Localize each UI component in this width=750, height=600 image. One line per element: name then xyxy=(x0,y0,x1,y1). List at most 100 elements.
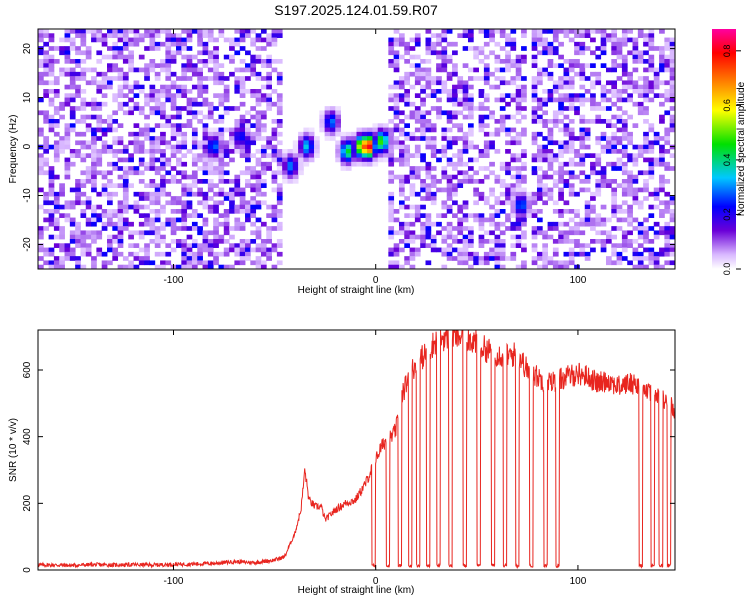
heatmap-cell xyxy=(181,187,188,193)
heatmap-cell xyxy=(611,187,618,193)
heatmap-cell xyxy=(494,251,501,257)
heatmap-cell xyxy=(117,37,124,43)
heatmap-cell xyxy=(80,183,87,188)
heatmap-cell xyxy=(170,200,177,206)
heatmap-cell xyxy=(669,243,675,248)
heatmap-cell xyxy=(176,170,182,176)
heatmap-cell xyxy=(515,170,522,176)
heatmap-cell xyxy=(446,140,453,146)
heatmap-cell xyxy=(96,89,103,94)
heatmap-cell xyxy=(669,217,675,223)
heatmap-cell xyxy=(186,247,193,253)
heatmap-cell xyxy=(69,239,76,244)
heatmap-cell xyxy=(531,37,538,43)
heatmap-cell xyxy=(282,157,288,163)
heatmap-cell xyxy=(282,179,288,184)
heatmap-cell xyxy=(457,251,464,257)
heatmap-cell xyxy=(202,84,209,90)
heatmap-cell xyxy=(605,234,612,240)
heatmap-cell xyxy=(181,106,188,111)
heatmap-cell xyxy=(621,71,628,77)
heatmap-cell xyxy=(144,33,150,38)
heatmap-cell xyxy=(425,140,432,146)
heatmap-cell xyxy=(160,251,166,257)
heatmap-cell xyxy=(430,50,437,56)
heatmap-y-tick-label: 10 xyxy=(22,92,33,104)
heatmap-cell xyxy=(85,200,92,206)
heatmap-cell xyxy=(96,84,103,90)
heatmap-cell xyxy=(107,144,113,150)
heatmap-cell xyxy=(643,97,649,103)
heatmap-cell xyxy=(191,127,198,133)
heatmap-cell xyxy=(197,84,203,90)
heatmap-cell xyxy=(340,131,347,137)
heatmap-cell xyxy=(255,243,262,248)
heatmap-cell xyxy=(659,46,665,51)
heatmap-cell xyxy=(420,230,426,236)
heatmap-cell xyxy=(436,97,442,103)
heatmap-cell xyxy=(276,123,283,128)
heatmap-cell xyxy=(595,106,602,111)
heatmap-cell xyxy=(287,170,294,176)
heatmap-cell xyxy=(568,93,575,98)
heatmap-cell xyxy=(75,153,81,158)
heatmap-cell xyxy=(478,149,485,154)
heatmap-cell xyxy=(165,170,172,176)
heatmap-cell xyxy=(600,174,607,180)
heatmap-cell xyxy=(393,243,400,248)
heatmap-cell xyxy=(75,196,81,201)
heatmap-cell xyxy=(393,144,400,150)
snr-x-tick-label: 100 xyxy=(570,576,587,587)
heatmap-cell xyxy=(669,127,675,133)
heatmap-cell xyxy=(398,97,405,103)
heatmap-cell xyxy=(197,256,203,261)
heatmap-cell xyxy=(133,33,140,38)
heatmap-cell xyxy=(149,89,156,94)
heatmap-cell xyxy=(213,239,219,244)
heatmap-cell xyxy=(521,209,527,214)
heatmap-cell xyxy=(197,251,203,257)
heatmap-cell xyxy=(478,123,485,128)
heatmap-cell xyxy=(467,226,474,231)
heatmap-cell xyxy=(499,59,506,64)
heatmap-cell xyxy=(536,50,543,56)
heatmap-cell xyxy=(558,144,564,150)
heatmap-cell xyxy=(276,140,283,146)
heatmap-cell xyxy=(144,101,150,107)
heatmap-cell xyxy=(117,50,124,56)
heatmap-cell xyxy=(181,46,188,51)
heatmap-cell xyxy=(101,187,108,193)
heatmap-cell xyxy=(160,123,166,128)
heatmap-cell xyxy=(414,247,421,253)
heatmap-cell xyxy=(48,209,55,214)
heatmap-cell xyxy=(462,179,469,184)
heatmap-cell xyxy=(404,136,410,141)
heatmap-cell xyxy=(117,174,124,180)
heatmap-cell xyxy=(430,123,437,128)
heatmap-cell xyxy=(547,221,554,227)
heatmap-cell xyxy=(160,166,166,171)
heatmap-cell xyxy=(643,119,649,124)
heatmap-cell xyxy=(303,161,310,167)
heatmap-cell xyxy=(191,213,198,218)
heatmap-cell xyxy=(669,200,675,206)
heatmap-cell xyxy=(494,179,501,184)
heatmap-cell xyxy=(452,123,458,128)
heatmap-cell xyxy=(414,149,421,154)
heatmap-cell xyxy=(122,37,129,43)
heatmap-cell xyxy=(467,37,474,43)
heatmap-cell xyxy=(478,239,485,244)
heatmap-cell xyxy=(112,29,119,34)
heatmap-cell xyxy=(542,264,548,269)
heatmap-cell xyxy=(563,230,570,236)
heatmap-cell xyxy=(138,84,145,90)
heatmap-cell xyxy=(48,144,55,150)
heatmap-cell xyxy=(213,260,219,266)
heatmap-cell xyxy=(616,149,623,154)
heatmap-cell xyxy=(425,166,432,171)
heatmap-cell xyxy=(510,127,517,133)
heatmap-cell xyxy=(643,106,649,111)
heatmap-cell xyxy=(425,230,432,236)
heatmap-cell xyxy=(664,63,671,68)
heatmap-cell xyxy=(643,136,649,141)
